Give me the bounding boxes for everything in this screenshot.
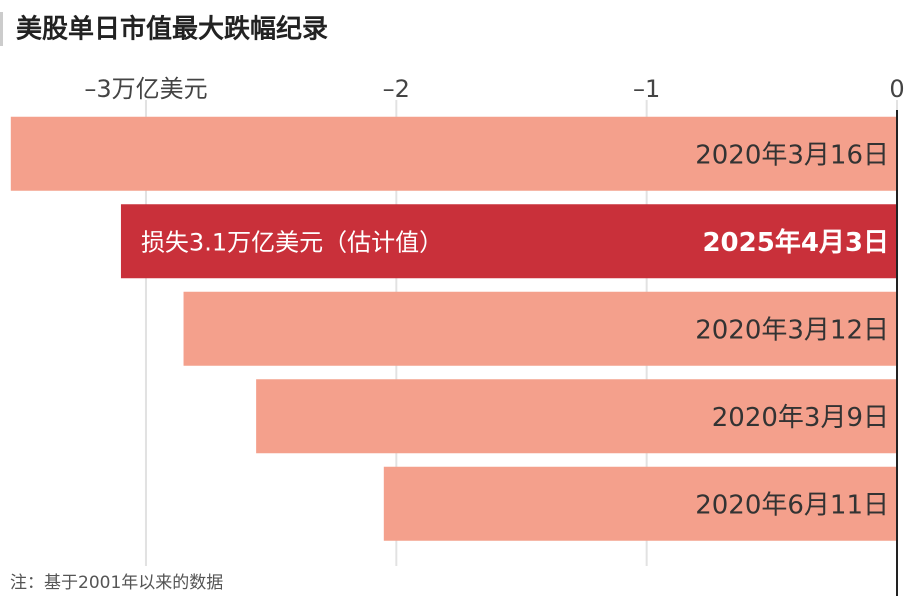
bar (120, 204, 898, 279)
title-accent (0, 12, 3, 46)
x-tick-label: –3万亿美元 (84, 75, 207, 103)
category-label: 2020年6月11日 (695, 490, 889, 520)
x-tick-label: –2 (383, 75, 410, 103)
chart-title: 美股单日市值最大跌幅纪录 (16, 14, 328, 45)
category-label: 2025年4月3日 (702, 227, 889, 258)
bar (183, 291, 897, 366)
note: 注：基于2001年以来的数据 (10, 573, 223, 593)
bar (10, 116, 897, 191)
bar (383, 466, 898, 541)
category-label: 2020年3月16日 (695, 140, 889, 170)
bar (256, 379, 897, 454)
x-tick-label: –1 (633, 75, 660, 103)
annotation: 损失3.1万亿美元（估计值） (141, 228, 443, 256)
x-tick-label: 0 (889, 75, 904, 103)
category-label: 2020年3月12日 (695, 315, 889, 345)
category-label: 2020年3月9日 (712, 403, 889, 433)
